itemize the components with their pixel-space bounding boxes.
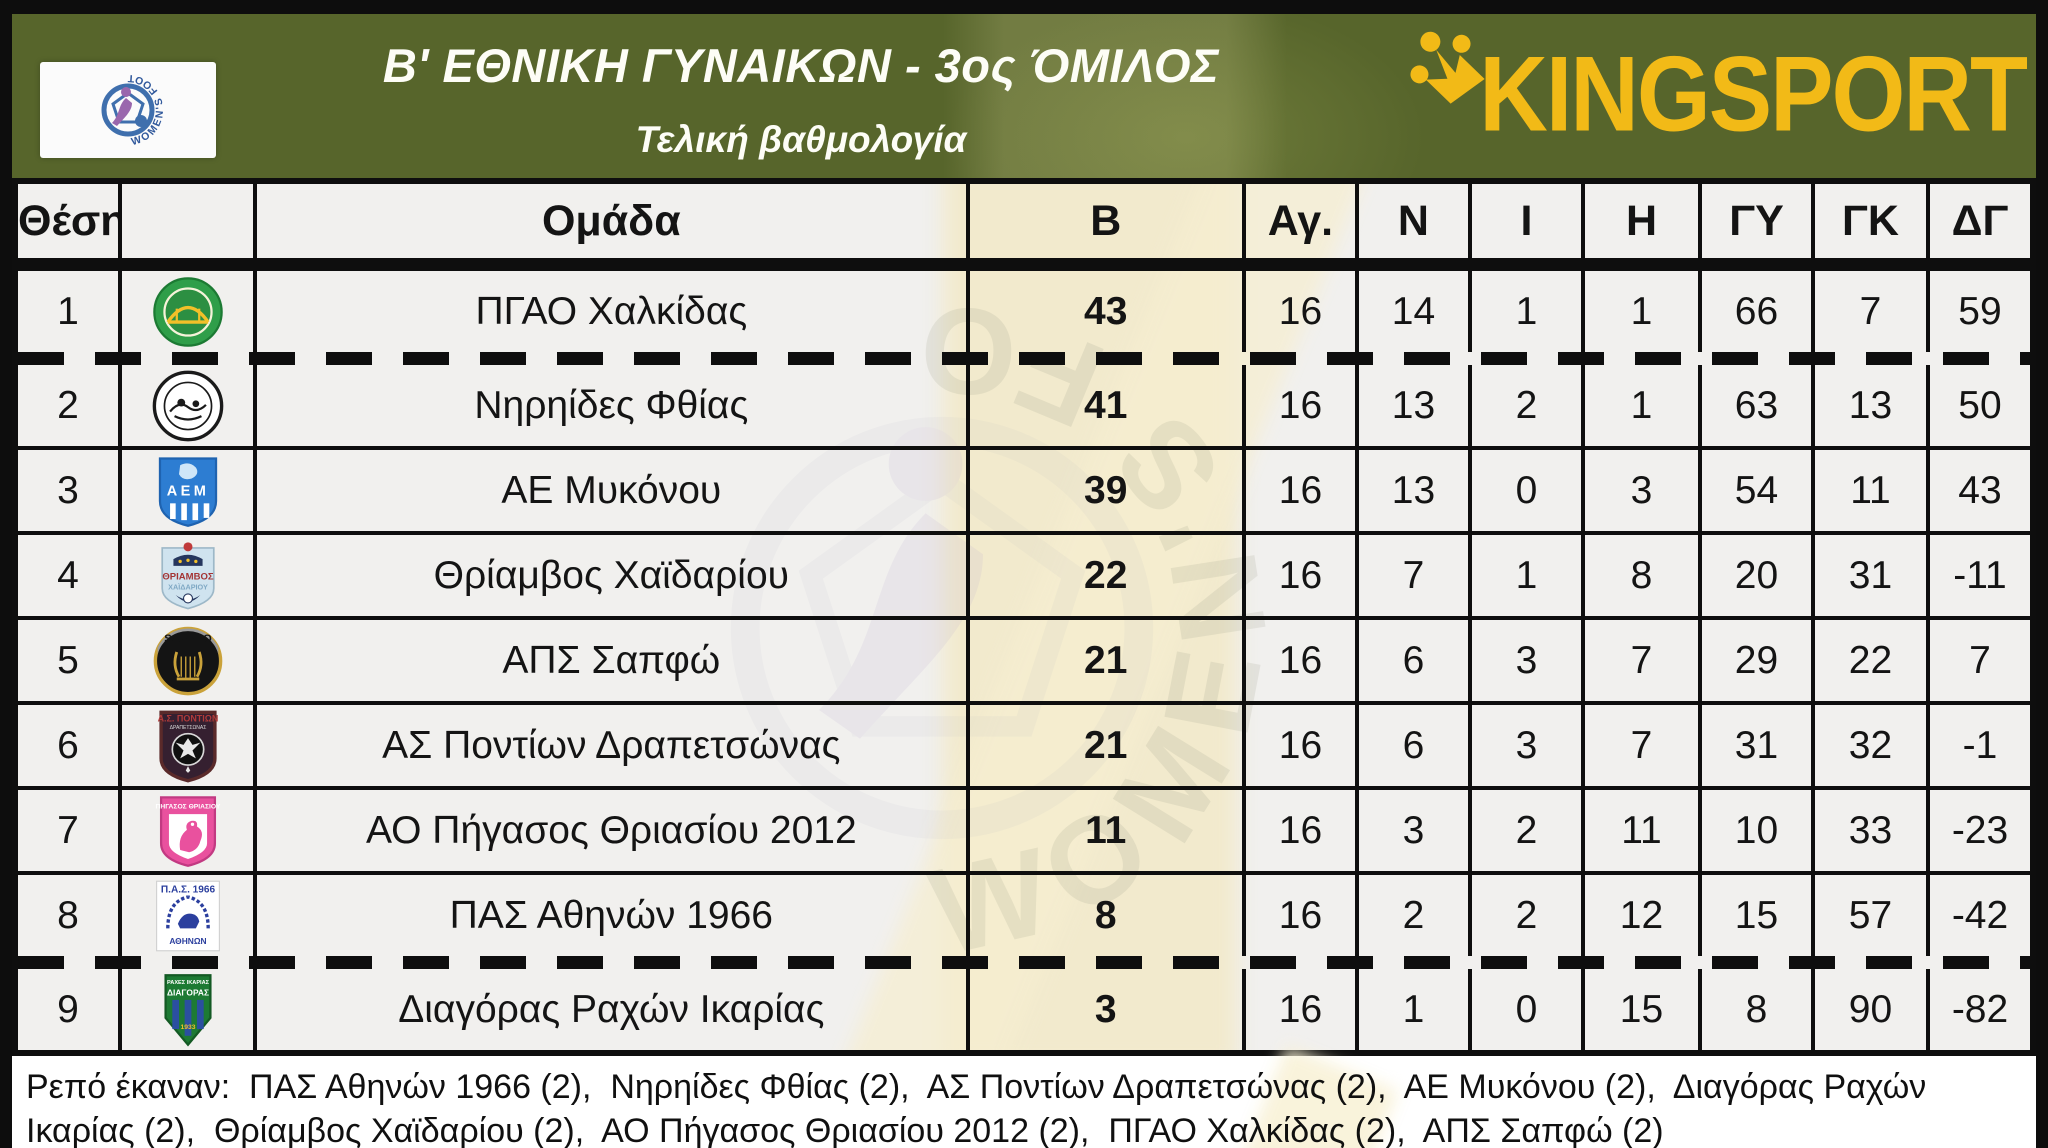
table-row: 3 ΑΕΜ ΑΕ Μυκόνου 39 16 13 0: [15, 446, 2033, 533]
page-subtitle: Τελική βαθμολογία: [635, 118, 967, 160]
position-value: 8: [15, 871, 120, 956]
rest-days-note: Ρεπό έκαναν: ΠΑΣ Αθηνών 1966 (2), Νηρηίδ…: [26, 1068, 1936, 1148]
svg-text:ΧΑΪΔΑΡΙΟΥ: ΧΑΪΔΑΡΙΟΥ: [168, 582, 208, 591]
team-logo-cell: Π.Α.Σ. 1966 ΑΘΗΝΩΝ: [117, 871, 256, 956]
table-row: 1 ΠΓΑΟ Χαλκίδας 43 16: [15, 264, 2033, 352]
col-games: Αγ.: [1241, 181, 1357, 271]
table-row: 2 Νηρηίδες Φθίας 41 16: [15, 365, 2033, 448]
col-goals-for: ΓΥ: [1697, 181, 1813, 271]
team-logo-cell: ΘΡΙΑΜΒΟΣ ΧΑΪΔΑΡΙΟΥ: [117, 531, 256, 618]
svg-text:ΔΙΑΓΟΡΑΣ: ΔΙΑΓΟΡΑΣ: [166, 987, 208, 997]
team-name: Διαγόρας Ραχών Ικαρίας: [253, 969, 968, 1053]
points-value: 22: [965, 531, 1244, 618]
col-goal-diff: ΔΓ: [1926, 181, 2033, 271]
team-name: ΑΟ Πήγασος Θριασίου 2012: [253, 786, 968, 873]
col-position: Θέση: [15, 181, 120, 271]
footer-note: Ρεπό έκαναν: ΠΑΣ Αθηνών 1966 (2), Νηρηίδ…: [12, 1046, 2036, 1148]
league-logo: WOMEN'S FOOTBALL LEAGUE: [40, 62, 216, 158]
col-goals-against: ΓΚ: [1810, 181, 1928, 271]
team-logo-cell: Α.Σ. ΠΟΝΤΙΩΝ ΔΡΑΠΕΤΣΩΝΑΣ: [117, 701, 256, 788]
svg-text:SAPPHO: SAPPHO: [164, 632, 212, 644]
kingsport-logo: KINGSPORT: [1386, 14, 2036, 178]
table-row: 7 ΠΗΓΑΣΟΣ ΘΡΙΑΣΙΟΥ ΑΟ Πήγασος Θριασίου 2…: [15, 786, 2033, 873]
header-row: Θέση Ομάδα Β Αγ. Ν Ι Η ΓΥ ΓΚ ΔΓ: [15, 181, 2033, 271]
points-value: 8: [965, 871, 1244, 956]
team-name: ΠΑΣ Αθηνών 1966: [253, 871, 968, 956]
svg-text:ΑΕΜ: ΑΕΜ: [166, 483, 208, 499]
svg-text:ΔΡΑΠΕΤΣΩΝΑΣ: ΔΡΑΠΕΤΣΩΝΑΣ: [169, 725, 206, 731]
team-logo-cell: ΡΑΧΕΣ ΙΚΑΡΙΑΣ ΔΙΑΓΟΡΑΣ 1933: [117, 969, 256, 1053]
team-name: ΠΓΑΟ Χαλκίδας: [253, 264, 968, 352]
aps-sapfo-logo: SAPPHO: [153, 626, 222, 695]
table-row: 6 Α.Σ. ΠΟΝΤΙΩΝ ΔΡΑΠΕΤΣΩΝΑΣ ΑΣ Ποντίων Δρ…: [15, 701, 2033, 788]
as-pontion-drapetsonas-logo: Α.Σ. ΠΟΝΤΙΩΝ ΔΡΑΠΕΤΣΩΝΑΣ: [157, 710, 218, 782]
svg-text:ΑΘΗΝΩΝ: ΑΘΗΝΩΝ: [169, 936, 206, 946]
svg-text:WOMEN'S FOOTBALL LEAGUE: WOMEN'S FOOTBALL LEAGUE: [48, 65, 166, 148]
relegation-dashed-line: [15, 956, 2033, 969]
team-name: ΑΣ Ποντίων Δραπετσώνας: [253, 701, 968, 788]
team-name: Θρίαμβος Χαϊδαρίου: [253, 531, 968, 618]
svg-text:ΘΡΙΑΜΒΟΣ: ΘΡΙΑΜΒΟΣ: [162, 571, 213, 582]
standings-table-area: WOMEN'S FOOTBALL LEAGUE Θέση Ομάδα Β Αγ.…: [12, 178, 2036, 1056]
womens-football-league-icon: WOMEN'S FOOTBALL LEAGUE: [48, 65, 166, 148]
col-draws: Ι: [1467, 181, 1583, 271]
col-losses: Η: [1580, 181, 1700, 271]
points-value: 21: [965, 701, 1244, 788]
position-value: 6: [15, 701, 120, 788]
nireides-fthias-logo: [152, 370, 223, 441]
team-name: Νηρηίδες Φθίας: [253, 365, 968, 448]
position-value: 9: [57, 987, 79, 1031]
diagoras-rachon-ikarias-logo: ΡΑΧΕΣ ΙΚΑΡΙΑΣ ΔΙΑΓΟΡΑΣ 1933: [163, 973, 212, 1047]
league-logo-text: WOMEN'S FOOTBALL LEAGUE: [48, 65, 164, 148]
col-points: Β: [965, 181, 1244, 271]
thriamvos-chaidariou-logo: ΘΡΙΑΜΒΟΣ ΧΑΪΔΑΡΙΟΥ: [160, 541, 215, 609]
ae-mykonou-logo: ΑΕΜ: [158, 456, 217, 527]
svg-text:Α.Σ. ΠΟΝΤΙΩΝ: Α.Σ. ΠΟΝΤΙΩΝ: [157, 713, 218, 723]
table-row: 4 ΘΡΙΑΜΒΟΣ ΧΑΪΔΑΡΙΟΥ Θρί: [15, 531, 2033, 618]
team-logo-cell: ΠΗΓΑΣΟΣ ΘΡΙΑΣΙΟΥ: [117, 786, 256, 873]
svg-text:1933: 1933: [180, 1024, 195, 1031]
points-value: 21: [965, 616, 1244, 703]
team-name: ΑΠΣ Σαπφώ: [253, 616, 968, 703]
points-value: 11: [965, 786, 1244, 873]
position-value: 2: [57, 383, 79, 427]
col-team: Ομάδα: [253, 181, 968, 271]
promotion-dashed-line: [15, 352, 2033, 365]
crown-icon: [1410, 31, 1485, 104]
points-value: 43: [965, 264, 1244, 352]
position-value: 5: [15, 616, 120, 703]
table-row: 8 Π.Α.Σ. 1966 ΑΘΗΝΩΝ ΠΑΣ Αθηνών 1966 8 1…: [15, 871, 2033, 956]
points-value: 39: [965, 446, 1244, 533]
points-value: 3: [965, 969, 1244, 1053]
svg-text:ΠΗΓΑΣΟΣ ΘΡΙΑΣΙΟΥ: ΠΗΓΑΣΟΣ ΘΡΙΑΣΙΟΥ: [155, 803, 220, 810]
team-logo-cell: ΑΕΜ: [117, 446, 256, 533]
pgao-chalkidas-logo: [152, 276, 223, 347]
svg-text:ΡΑΧΕΣ ΙΚΑΡΙΑΣ: ΡΑΧΕΣ ΙΚΑΡΙΑΣ: [166, 980, 209, 986]
team-logo-cell: [117, 264, 256, 352]
position-value: 3: [15, 446, 120, 533]
team-name: ΑΕ Μυκόνου: [253, 446, 968, 533]
team-logo-cell: SAPPHO: [117, 616, 256, 703]
team-logo-cell: [117, 365, 256, 448]
page-title: Β' ΕΘΝΙΚΗ ΓΥΝΑΙΚΩΝ - 3ος ΌΜΙΛΟΣ: [382, 38, 1220, 92]
brand-text: KINGSPORT: [1479, 34, 2028, 154]
position-value: 4: [15, 531, 120, 618]
svg-text:Π.Α.Σ. 1966: Π.Α.Σ. 1966: [160, 884, 215, 895]
col-logo: [117, 181, 256, 271]
header-titles: Β' ΕΘΝΙΚΗ ΓΥΝΑΙΚΩΝ - 3ος ΌΜΙΛΟΣ Τελική β…: [216, 14, 1386, 178]
pas-athinon-1966-logo: Π.Α.Σ. 1966 ΑΘΗΝΩΝ: [155, 880, 220, 951]
ao-pigasos-thriasiou-logo: ΠΗΓΑΣΟΣ ΘΡΙΑΣΙΟΥ: [155, 795, 220, 867]
table-row: 5 SAPPHO ΑΠΣ Σαπφώ 21 16: [15, 616, 2033, 703]
points-value: 41: [965, 365, 1244, 448]
table-row: 9 ΡΑΧΕΣ ΙΚΑΡΙΑΣ ΔΙΑΓΟΡΑΣ 1933 Διαγόρας Ρ…: [15, 969, 2033, 1053]
position-value: 7: [15, 786, 120, 873]
col-wins: Ν: [1354, 181, 1470, 271]
header-bar: WOMEN'S FOOTBALL LEAGUE Β' ΕΘΝΙΚΗ ΓΥΝΑΙΚ…: [12, 14, 2036, 178]
standings-table: Θέση Ομάδα Β Αγ. Ν Ι Η ΓΥ ΓΚ ΔΓ 1: [12, 178, 2036, 1056]
position-value: 1: [57, 289, 79, 333]
